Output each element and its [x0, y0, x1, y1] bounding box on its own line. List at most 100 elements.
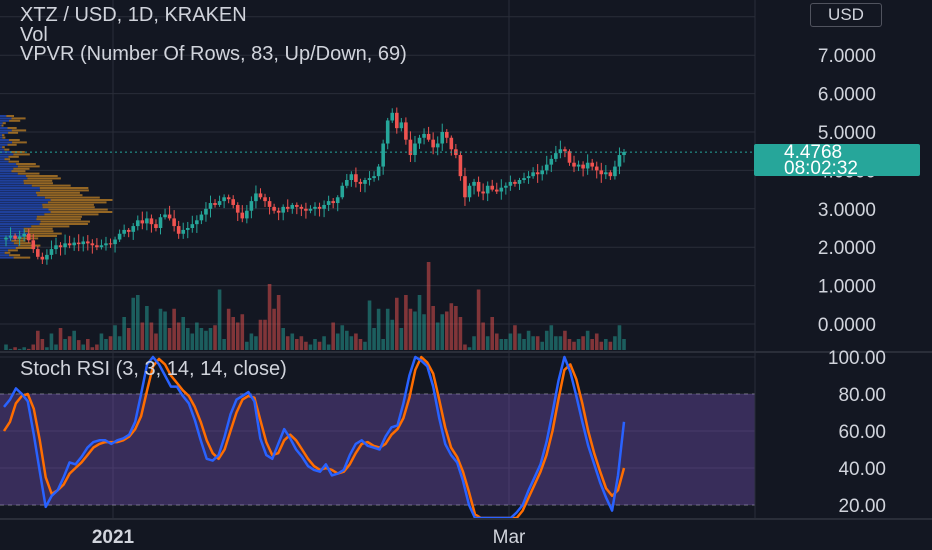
volume-bar: [281, 328, 285, 350]
volume-bar: [190, 333, 195, 350]
candle-body: [58, 245, 63, 248]
oscillator-tick-label: 60.00: [838, 422, 886, 443]
candle-body: [95, 245, 99, 248]
volume-bar: [572, 341, 576, 350]
volume-bar: [358, 339, 363, 350]
volume-profile: [0, 115, 113, 259]
vpvr-down-bar: [23, 227, 53, 230]
volume-bar: [13, 347, 17, 350]
vpvr-down-bar: [37, 194, 83, 197]
candle-body: [340, 185, 345, 198]
vpvr-up-bar: [0, 155, 9, 158]
volume-bar: [549, 325, 554, 350]
candle-body: [472, 181, 476, 186]
vpvr-up-bar: [0, 167, 14, 170]
candle-body: [49, 249, 54, 255]
vpvr-legend[interactable]: VPVR (Number Of Rows, 83, Up/Down, 69): [20, 43, 407, 65]
vpvr-down-bar: [25, 175, 58, 177]
volume-bar: [308, 344, 313, 350]
volume-bar: [54, 344, 58, 350]
volume-bar: [558, 336, 563, 350]
vpvr-up-bar: [0, 182, 24, 185]
vpvr-up-bar: [0, 141, 13, 144]
candle-body: [335, 197, 340, 204]
volume-bar: [4, 344, 8, 350]
candle-body: [240, 212, 245, 219]
symbol-title[interactable]: XTZ / USD, 1D, KRAKEN: [20, 4, 247, 26]
candle-body: [399, 122, 404, 129]
volume-bar: [485, 336, 490, 350]
candle-body: [63, 243, 67, 248]
candle-body: [535, 172, 540, 175]
candle-body: [40, 256, 45, 260]
vpvr-up-bar: [0, 223, 40, 225]
vpvr-down-bar: [17, 165, 40, 168]
volume-bar: [195, 322, 199, 350]
volume-bar: [199, 328, 204, 350]
volume-bar: [622, 339, 626, 350]
vpvr-up-bar: [0, 203, 43, 206]
candle-body: [4, 237, 8, 240]
candle-body: [149, 218, 154, 225]
vpvr-up-bar: [0, 136, 3, 139]
candle-body: [526, 176, 531, 179]
currency-button[interactable]: USD: [810, 3, 882, 27]
vpvr-down-bar: [8, 155, 19, 158]
vpvr-up-bar: [0, 256, 14, 259]
candle-body: [126, 229, 131, 232]
vpvr-up-bar: [0, 122, 3, 125]
vpvr-up-bar: [0, 254, 10, 257]
candle-body: [422, 133, 426, 138]
volume-bar: [40, 339, 45, 350]
candle-body: [117, 233, 122, 240]
price-tick-label: 0.0000: [818, 315, 876, 336]
candle-body: [531, 172, 535, 177]
volume-bar: [608, 341, 613, 350]
candle-body: [13, 235, 17, 239]
time-tick-label: 2021: [92, 527, 135, 548]
candle-body: [135, 220, 140, 227]
vpvr-up-bar: [0, 146, 3, 149]
stoch-rsi-legend[interactable]: Stoch RSI (3, 3, 14, 14, close): [20, 358, 287, 380]
candle-body: [408, 139, 413, 156]
candle-body: [163, 214, 167, 218]
candle-body: [581, 164, 585, 169]
volume-bar: [31, 344, 36, 350]
volume-bar: [149, 322, 154, 350]
volume-bar: [604, 339, 608, 350]
candle-body: [104, 243, 108, 246]
vpvr-down-bar: [15, 247, 35, 249]
volume-bar: [535, 336, 540, 350]
candle-body: [122, 229, 126, 234]
vpvr-up-bar: [0, 117, 12, 120]
vpvr-up-bar: [0, 160, 9, 163]
vpvr-up-bar: [0, 187, 40, 189]
candle-body: [476, 181, 481, 192]
vpvr-down-bar: [50, 199, 113, 201]
vpvr-up-bar: [0, 175, 26, 177]
vpvr-up-bar: [0, 143, 8, 146]
vpvr-up-bar: [0, 158, 5, 161]
volume-legend[interactable]: Vol: [20, 24, 48, 46]
candle-body: [36, 249, 40, 257]
vpvr-up-bar: [0, 220, 41, 223]
vpvr-down-bar: [4, 158, 11, 161]
volume-bar: [435, 322, 440, 350]
vpvr-down-bar: [36, 218, 81, 221]
volume-bar: [513, 325, 517, 350]
candle-body: [258, 193, 263, 198]
candle-body: [204, 208, 208, 215]
volume-bar: [476, 289, 481, 350]
candle-body: [404, 122, 408, 140]
vpvr-up-bar: [0, 196, 45, 199]
oscillator-tick-label: 80.00: [838, 385, 886, 406]
vpvr-up-bar: [0, 237, 18, 240]
candle-body: [458, 155, 463, 177]
candle-body: [176, 226, 181, 234]
vpvr-down-bar: [42, 206, 95, 209]
vpvr-down-bar: [40, 220, 90, 223]
candle-body: [363, 180, 367, 184]
vpvr-down-bar: [16, 163, 36, 165]
vpvr-down-bar: [11, 117, 26, 120]
